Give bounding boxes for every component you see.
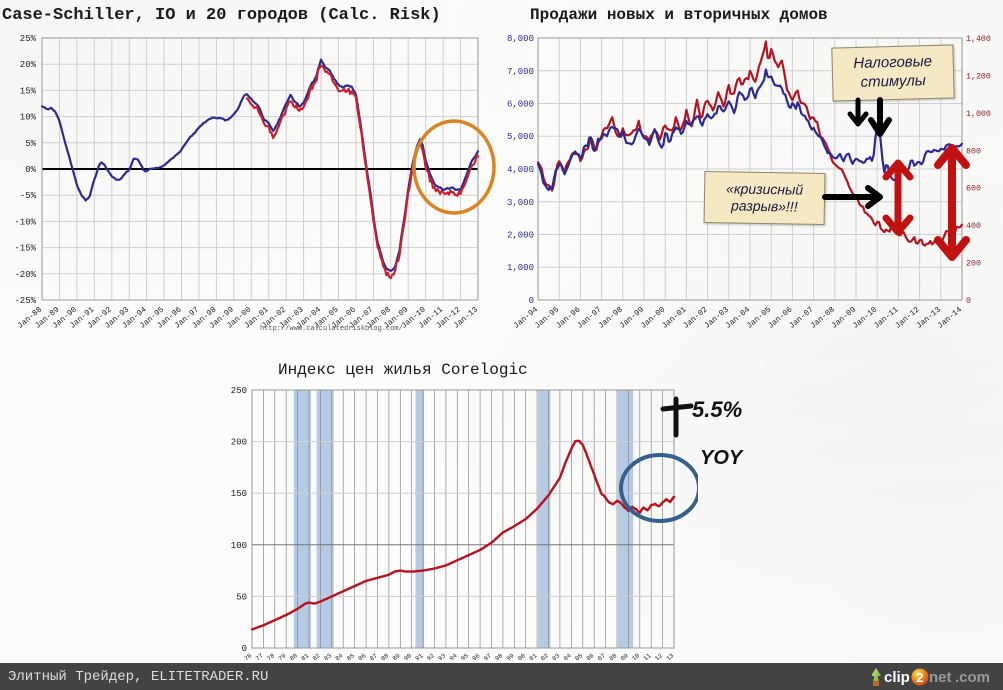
svg-text:10%: 10% [20, 113, 37, 123]
svg-text:-20%: -20% [14, 270, 36, 280]
svg-text:-10%: -10% [14, 217, 36, 227]
svg-text:0%: 0% [25, 165, 36, 175]
svg-text:Case-Schiller, IO и 20 городов: Case-Schiller, IO и 20 городов (Calc. Ri… [2, 6, 441, 25]
svg-text:-5%: -5% [20, 191, 37, 201]
svg-text:25%: 25% [20, 34, 37, 44]
svg-text:http://www.calculatedriskblog.: http://www.calculatedriskblog.com/ [260, 325, 403, 333]
svg-text:-15%: -15% [14, 244, 36, 254]
svg-text:net: net [929, 669, 952, 686]
svg-text:-25%: -25% [14, 296, 36, 306]
svg-text:2: 2 [916, 670, 923, 685]
svg-text:5%: 5% [25, 139, 36, 149]
svg-text:clip: clip [884, 669, 910, 686]
svg-text:.com: .com [955, 669, 990, 686]
svg-text:15%: 15% [20, 86, 37, 96]
svg-text:20%: 20% [20, 60, 37, 70]
